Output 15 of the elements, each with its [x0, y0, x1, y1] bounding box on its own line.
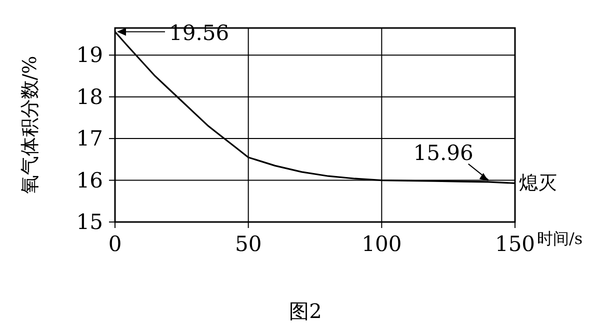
caption: 图2 — [289, 299, 322, 323]
x-tick-label: 0 — [108, 232, 122, 256]
x-axis-title: 时间/s — [537, 229, 583, 248]
y-tick-label: 19 — [76, 43, 103, 68]
y-tick-label: 16 — [76, 168, 103, 192]
annotation: 15.96 — [413, 140, 474, 165]
y-axis-title: 氧气体积分数/% — [19, 56, 41, 194]
y-tick-label: 17 — [76, 126, 103, 151]
y-tick-label: 18 — [76, 84, 103, 109]
annotation: 熄灭 — [519, 172, 557, 194]
annotation: 19.56 — [169, 20, 230, 45]
x-tick-label: 100 — [362, 232, 402, 256]
y-tick-label: 15 — [76, 210, 103, 234]
x-tick-label: 150 — [494, 232, 536, 256]
x-tick-label: 50 — [234, 232, 262, 256]
